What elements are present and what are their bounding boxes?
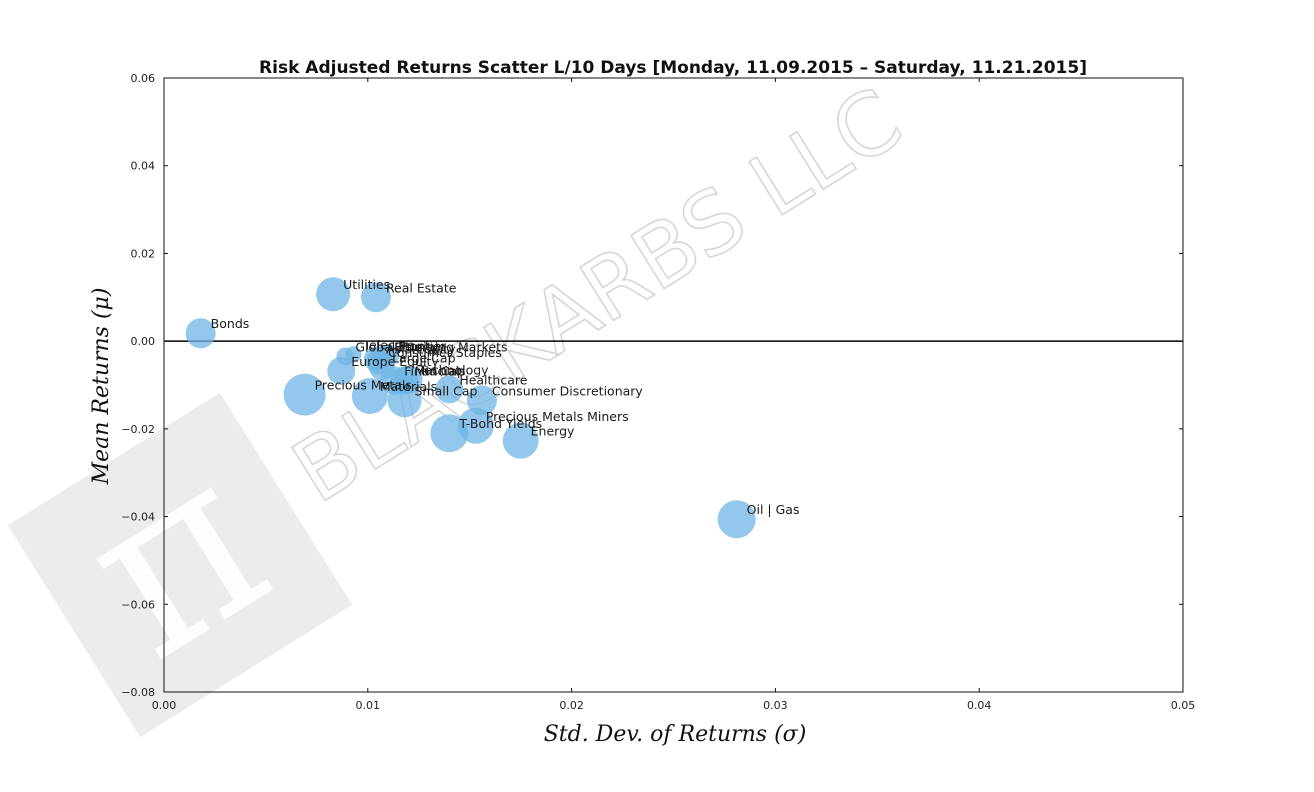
- data-point: [283, 373, 326, 416]
- x-tick-label: 0.02: [559, 699, 584, 712]
- x-axis-ticks: 0.00 0.01 0.02 0.03 0.04 0.05: [152, 78, 1196, 712]
- data-point-label: Financials: [404, 364, 465, 379]
- x-tick-label: 0.05: [1171, 699, 1196, 712]
- watermark-logo-box: [7, 392, 353, 738]
- data-point-label: Global Equity: [355, 339, 439, 354]
- x-tick-label: 0.00: [152, 699, 177, 712]
- data-point: [351, 377, 388, 414]
- y-tick-label: 0.00: [131, 335, 156, 348]
- data-point-label: Asia Equity: [386, 342, 456, 357]
- data-point: [327, 356, 356, 385]
- data-point-label: Frontier: [398, 339, 447, 354]
- y-tick-label: −0.02: [121, 423, 155, 436]
- data-point-label: Healthcare: [459, 372, 527, 387]
- y-tick-label: −0.04: [121, 511, 155, 524]
- data-point-label: Consumer Discretionary: [492, 383, 643, 398]
- data-point: [502, 422, 539, 459]
- x-axis-title: Std. Dev. of Returns (σ): [544, 722, 807, 747]
- data-point-label: Emerging Markets: [394, 339, 507, 354]
- data-point-label: Materials: [380, 379, 437, 394]
- y-axis-ticks: 0.06 0.04 0.02 0.00 −0.02 −0.04 −0.06 −0.08: [121, 72, 1183, 699]
- x-tick-label: 0.01: [356, 699, 381, 712]
- data-point-label: Precious Metals Miners: [486, 409, 629, 424]
- data-point-label: Technology: [418, 363, 490, 378]
- y-tick-label: 0.04: [131, 160, 156, 173]
- data-point: [316, 277, 351, 312]
- plot-frame: [163, 77, 1184, 693]
- x-tick-label: 0.03: [763, 699, 788, 712]
- data-point-label: Oil | Gas: [747, 502, 800, 517]
- x-tick-label: 0.04: [967, 699, 992, 712]
- chart-title: Risk Adjusted Returns Scatter L/10 Days …: [259, 58, 1087, 78]
- data-point-label: Large Cap: [392, 350, 456, 365]
- data-point-label: Small Cap: [414, 383, 477, 398]
- data-point: [360, 282, 391, 313]
- data-point-label: Europe Equity: [351, 354, 439, 369]
- data-point: [387, 383, 422, 418]
- data-point-label: Energy: [531, 424, 575, 439]
- y-tick-label: 0.06: [131, 72, 156, 85]
- data-point-label: Real Estate: [386, 280, 457, 295]
- y-axis-title: Mean Returns (μ): [89, 288, 114, 486]
- data-point-label: Consumer Staples: [388, 345, 502, 360]
- data-point-label: Telecom: [363, 337, 415, 352]
- data-point-label: Mid Cap: [414, 364, 465, 379]
- data-points: [185, 277, 756, 539]
- data-point: [185, 318, 216, 349]
- data-point-label: Utilities: [343, 277, 390, 292]
- data-point: [435, 375, 464, 404]
- data-point: [430, 414, 469, 453]
- data-point-label: T-Bond Yields: [458, 416, 542, 431]
- data-point-label: Bonds: [211, 316, 250, 331]
- y-tick-label: −0.08: [121, 686, 155, 699]
- y-tick-label: 0.02: [131, 247, 156, 260]
- data-point: [717, 500, 756, 539]
- y-tick-label: −0.06: [121, 598, 155, 611]
- data-point-label: Precious Metals: [315, 378, 412, 393]
